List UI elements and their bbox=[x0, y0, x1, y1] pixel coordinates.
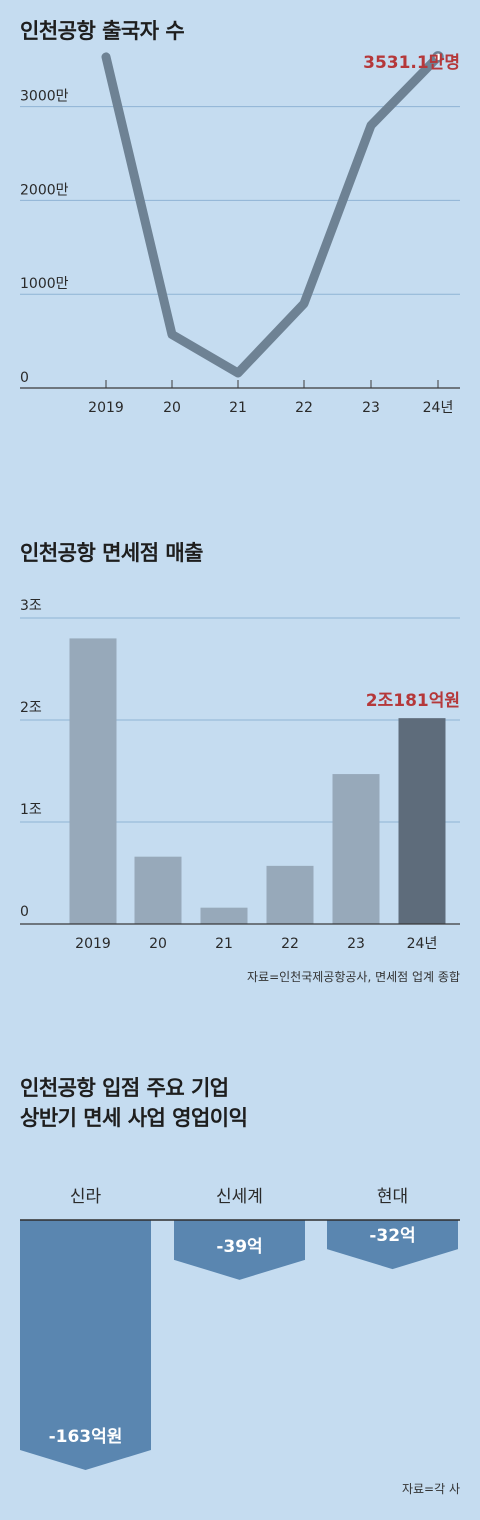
chart1-data-point bbox=[170, 332, 174, 337]
chart2-title: 인천공항 면세점 매출 bbox=[20, 541, 204, 565]
chart1-x-tick-label: 20 bbox=[163, 400, 181, 416]
chart3-svg: 신라 신세계 현대 -163억원 -39억 -32억 bbox=[20, 1187, 460, 1470]
chart2-x-tick-label: 21 bbox=[215, 936, 233, 952]
chart1-y-tick-label: 2000만 bbox=[20, 182, 69, 198]
chart2-bar bbox=[266, 865, 314, 924]
chart1-x-tick-label: 2019 bbox=[88, 400, 124, 416]
chart1-x-tick-label: 23 bbox=[362, 400, 380, 416]
chart2-bar bbox=[200, 907, 248, 924]
chart2-annotation: 2조181억원 bbox=[366, 691, 460, 711]
chart2-x-tick-label: 23 bbox=[347, 936, 365, 952]
chart3-category-label: 신라 bbox=[70, 1187, 102, 1207]
chart3-title-line1: 인천공항 입점 주요 기업 bbox=[20, 1076, 229, 1100]
chart2-y-tick-label: 3조 bbox=[20, 598, 42, 614]
chart2-x-tick-label: 2019 bbox=[75, 936, 111, 952]
chart3-title: 인천공항 입점 주요 기업 상반기 면세 사업 영업이익 bbox=[20, 1073, 248, 1133]
chart1-annotation: 3531.1만명 bbox=[363, 53, 460, 73]
chart1-x-tick-label: 24년 bbox=[423, 400, 454, 416]
chart1-data-point bbox=[236, 370, 240, 375]
chart2-svg: 0 1조 2조 3조 2019 20 21 22 23 24년 2조181억원 bbox=[20, 598, 460, 952]
chart3-category-label: 현대 bbox=[377, 1187, 408, 1207]
chart2-x-tick-label: 20 bbox=[149, 936, 167, 952]
chart3-source: 자료=각 사 bbox=[401, 1482, 460, 1496]
chart1-title: 인천공항 출국자 수 bbox=[20, 19, 185, 43]
chart2-bar bbox=[69, 638, 117, 924]
chart1-x-tick-label: 22 bbox=[295, 400, 313, 416]
chart3-bar bbox=[327, 1220, 458, 1270]
chart3-category-label: 신세계 bbox=[216, 1187, 263, 1207]
chart1-svg: 0 1000만 2000만 3000만 2019 20 21 22 23 24년 3531.1만명 bbox=[20, 51, 460, 416]
chart2-y-tick-label: 1조 bbox=[20, 802, 42, 818]
chart2-y-tick-label: 0 bbox=[20, 904, 29, 920]
chart1-y-tick-label: 3000만 bbox=[20, 89, 69, 105]
chart2-y-tick-label: 2조 bbox=[20, 700, 42, 716]
chart3-data-label: -39억 bbox=[216, 1237, 262, 1257]
chart1-data-point bbox=[302, 301, 306, 306]
chart2-bar bbox=[398, 718, 446, 924]
chart3-bar bbox=[174, 1220, 305, 1280]
chart2-bar bbox=[134, 856, 182, 924]
chart1-series-line bbox=[101, 52, 443, 378]
chart1-data-point bbox=[369, 123, 373, 128]
chart1-x-tick-label: 21 bbox=[229, 400, 247, 416]
chart2-bar bbox=[332, 774, 380, 924]
chart1-highlight-point bbox=[432, 51, 444, 63]
chart1-y-tick-label: 0 bbox=[20, 370, 29, 386]
chart3-data-label: -32억 bbox=[369, 1226, 415, 1246]
chart3-data-label: -163억원 bbox=[49, 1427, 123, 1447]
chart1-data-point bbox=[104, 54, 108, 59]
chart2-source: 자료=인천국제공항공사, 면세점 업계 종합 bbox=[247, 970, 460, 984]
chart3-bar bbox=[20, 1220, 151, 1470]
chart1-y-tick-label: 1000만 bbox=[20, 276, 69, 292]
chart3-title-line2: 상반기 면세 사업 영업이익 bbox=[20, 1106, 248, 1130]
chart2-x-tick-label: 24년 bbox=[407, 936, 438, 952]
chart2-x-tick-label: 22 bbox=[281, 936, 299, 952]
